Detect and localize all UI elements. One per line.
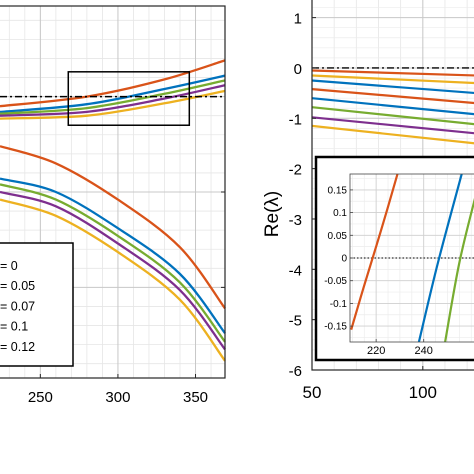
right-ticks: 1 0 -1 -2 -3 -4 -5 -650 100 — [289, 11, 437, 402]
left-series-line-lower-2 — [0, 183, 226, 343]
left-legend-entry: = 0.12 — [0, 340, 35, 354]
inset-y-tick-label: 0.1 — [333, 208, 347, 219]
inset-y-tick-label: -0.15 — [324, 322, 347, 333]
left-legend: = 0 = 0.05 = 0.07 = 0.1 = 0.12 — [0, 242, 74, 367]
right-y-tick-label: -6 — [289, 363, 302, 380]
right-series-group — [311, 69, 474, 145]
left-series-line-lower-3 — [0, 190, 226, 351]
left-x-tick-label: 300 — [105, 389, 130, 406]
left-series-line-lower-1 — [0, 177, 226, 334]
inset-y-tick-label: 0 — [341, 254, 347, 265]
right-series-line-3 — [311, 88, 474, 105]
inset-y-tick-label: -0.1 — [330, 299, 348, 310]
right-series-line-4 — [311, 97, 474, 116]
right-x-tick-label: 50 — [303, 383, 322, 402]
left-x-tick-label: 350 — [183, 389, 208, 406]
left-series-line-upper-2 — [0, 79, 226, 115]
right-chart-panel: 1 0 -1 -2 -3 -4 -5 -650 100 Re(λ) 0.15 0.1 0.05 0 -0… — [262, 0, 474, 402]
right-y-tick-label: -1 — [289, 111, 302, 128]
right-y-axis-label: Re(λ) — [262, 191, 283, 237]
right-y-tick-label: -3 — [289, 212, 302, 229]
inset-series-line-1 — [417, 174, 463, 342]
left-zoom-box — [67, 71, 191, 126]
left-legend-entry: = 0.07 — [0, 299, 35, 313]
right-series-line-5 — [311, 106, 474, 126]
left-series-line-upper-3 — [0, 84, 226, 117]
right-series-line-6 — [311, 116, 474, 135]
left-chart-panel: 250 300 350 = 0 = 0.05 = 0.07 = 0.1 = 0.12 — [0, 5, 226, 406]
right-x-tick-label: 100 — [409, 383, 437, 402]
right-y-tick-label: -4 — [289, 262, 302, 279]
inset-series-line-2 — [444, 197, 474, 342]
right-series-line-7 — [311, 124, 474, 145]
left-grid — [0, 6, 225, 378]
inset-x-tick-label: 240 — [415, 345, 433, 357]
inset-chart: 0.15 0.1 0.05 0 -0.05 -0.1 -0.15 220 240 — [314, 155, 474, 362]
right-series-line-2 — [311, 79, 474, 95]
left-series-line-lower-4 — [0, 198, 226, 362]
inset-x-tick-label: 220 — [367, 345, 385, 357]
left-series-line-lower-0 — [0, 145, 226, 310]
inset-series-line-0 — [350, 174, 399, 331]
inset-y-tick-label: 0.05 — [328, 231, 348, 242]
inset-y-tick-label: 0.15 — [328, 185, 348, 196]
left-series-line-upper-1 — [0, 74, 226, 114]
left-legend-entry: = 0.1 — [0, 320, 28, 334]
left-series-line-upper-0 — [0, 59, 226, 108]
right-series-line-0 — [311, 69, 474, 77]
left-series-group — [0, 59, 226, 362]
right-series-line-1 — [311, 74, 474, 85]
inset-y-tick-label: -0.05 — [324, 276, 347, 287]
left-legend-entry: = 0.05 — [0, 279, 35, 293]
right-y-tick-label: -5 — [289, 313, 302, 330]
left-legend-entry: = 0 — [0, 259, 18, 273]
left-ticks: 250 300 350 — [28, 191, 225, 406]
right-y-tick-label: 1 — [294, 11, 302, 28]
right-y-tick-label: -2 — [289, 162, 302, 179]
right-y-tick-label: 0 — [294, 61, 302, 78]
left-x-tick-label: 250 — [28, 389, 53, 406]
right-plot-frame — [311, 0, 474, 371]
